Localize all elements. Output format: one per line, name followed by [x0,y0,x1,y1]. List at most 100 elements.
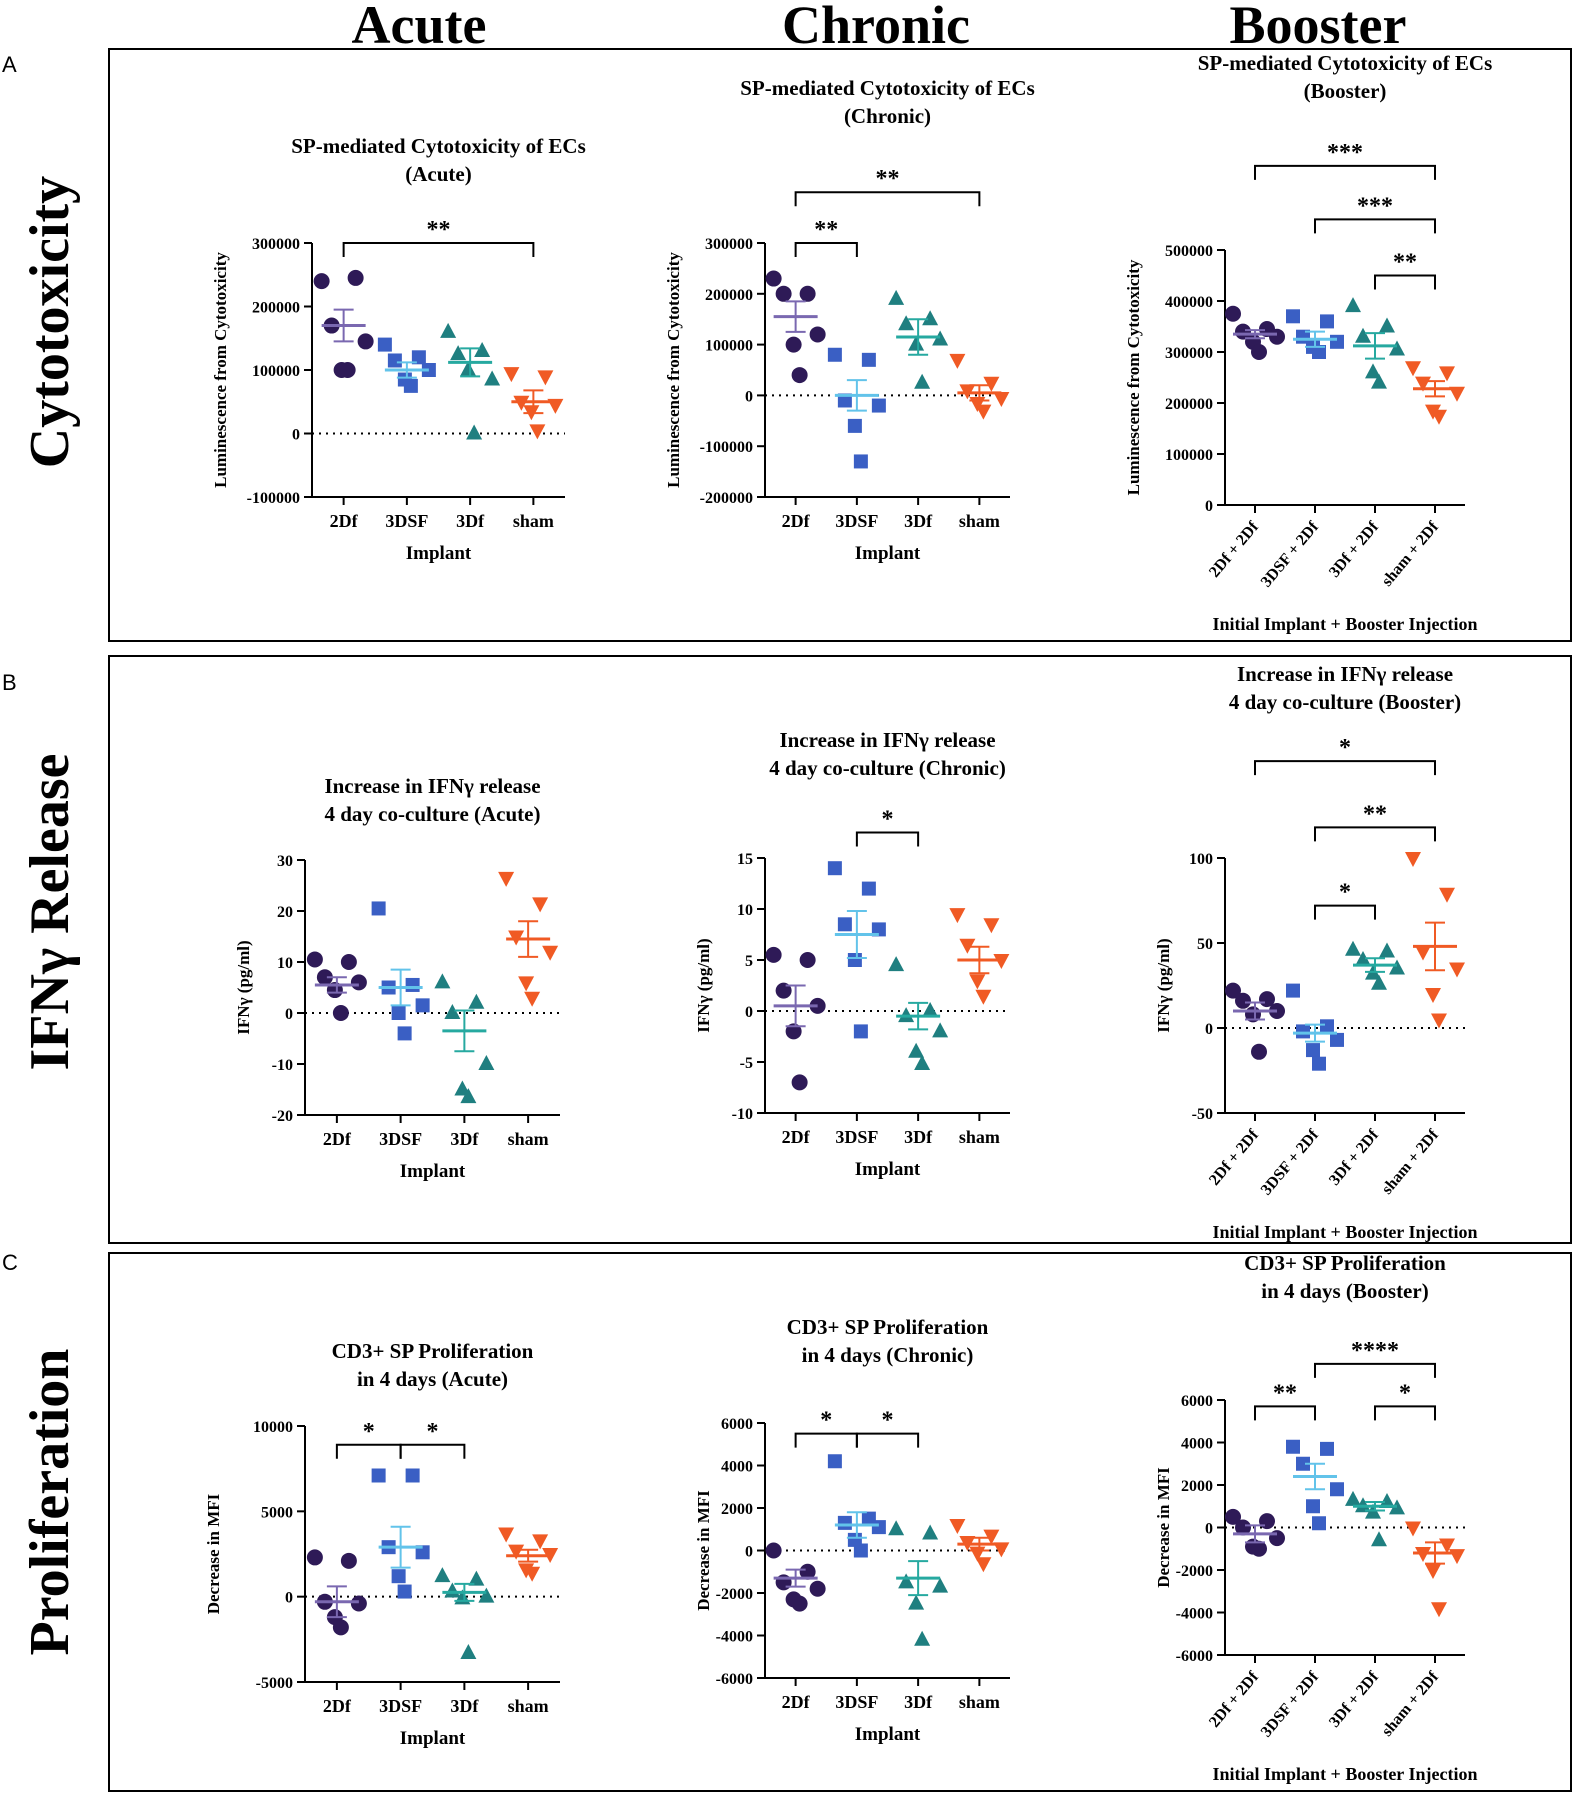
c-chronic-point-3df-5 [908,1594,925,1610]
b-acute-ytick-label-4: -10 [272,1057,293,1074]
b-acute-xtick-label-2: 3Df [450,1129,479,1149]
c-chronic-point-3dsf-3 [837,1515,852,1530]
c-booster-xtick-label-1: 3DSF + 2Df [1258,1668,1323,1740]
a-acute-title-line-2: (Acute) [405,162,471,186]
c-booster-ytick-label-1: 4000 [1181,1436,1213,1453]
c-chronic-point-2df-2 [799,1563,816,1580]
a-acute-point-3df-3 [450,345,467,361]
column-heading-booster: Booster [1229,0,1407,55]
c-chronic-ytick-label-4: -2000 [716,1586,753,1603]
b-chronic-point-sham-2 [983,918,1000,934]
b-chronic-title-line-2: 4 day co-culture (Chronic) [769,756,1006,780]
a-chronic-point-sham-4 [993,391,1010,407]
b-chronic-point-2df-6 [791,1074,808,1091]
b-booster-point-3df-3 [1355,951,1371,966]
b-booster-title-line-2: 4 day co-culture (Booster) [1229,690,1461,714]
b-chronic-point-2df-1 [765,946,782,963]
a-booster-point-3dsf-4 [1330,334,1344,349]
a-chronic-point-sham-2 [983,376,1000,392]
a-chronic-point-3dsf-5 [847,418,862,433]
b-chronic-xtick-label-0: 2Df [782,1127,811,1147]
a-acute-point-sham-1 [503,367,520,383]
a-booster-xtick-label-2: 3Df + 2Df [1326,518,1382,581]
b-booster-point-3df-1 [1345,940,1361,956]
a-acute-point-3dsf-3 [387,353,402,368]
c-chronic-ytick-label-5: -4000 [716,1629,753,1646]
c-acute-ylabel: Decrease in MFI [204,1493,223,1614]
b-acute-point-2df-3 [316,969,333,986]
c-chronic-significance-label-1: * [820,1408,832,1434]
b-chronic-ytick-label-0: 15 [737,851,753,868]
c-acute-point-2df-6 [332,1619,349,1636]
c-booster-point-2df-3 [1235,1519,1251,1536]
b-acute-ylabel: IFNγ (pg/ml) [234,940,253,1034]
c-chronic-point-3df-3 [898,1573,915,1589]
b-booster-point-3dsf-6 [1312,1056,1326,1071]
c-acute-xtick-label-2: 3Df [450,1696,479,1716]
panel-letter-c: C [2,1250,18,1275]
c-acute-point-2df-1 [306,1549,323,1566]
b-acute-point-sham-6 [524,991,541,1007]
c-acute-significance-bracket-2 [399,1443,466,1459]
c-chronic-ytick-label-3: 0 [745,1544,753,1561]
a-chronic-significance-label-1: ** [814,217,838,243]
a-chronic-point-3df-1 [888,289,905,305]
a-booster-point-3dsf-1 [1286,309,1300,324]
a-chronic-point-3dsf-3 [837,393,852,408]
c-acute-point-sham-3 [508,1544,525,1560]
c-acute-point-3dsf-2 [405,1468,420,1483]
c-acute-significance-label-2: * [427,1419,439,1445]
b-booster-point-2df-6 [1251,1043,1267,1060]
b-acute-xtick-label-3: sham [508,1129,549,1149]
c-booster-point-3df-6 [1371,1531,1387,1547]
a-chronic-point-sham-1 [949,353,966,369]
b-acute-ytick-label-0: 30 [277,853,293,870]
b-booster-point-3df-4 [1389,959,1405,975]
b-booster-point-2df-3 [1235,992,1251,1009]
b-chronic-point-3dsf-6 [853,1024,868,1039]
a-chronic-ytick-label-2: 100000 [705,338,753,355]
b-acute-point-3dsf-1 [371,901,386,916]
c-chronic-significance-bracket-2 [855,1432,920,1448]
b-chronic-point-3df-2 [922,1002,939,1017]
c-acute-point-sham-2 [532,1534,549,1550]
c-chronic-point-sham-6 [975,1557,992,1573]
c-acute-point-3df-4 [478,1587,495,1603]
c-chronic-point-2df-1 [765,1542,782,1559]
a-acute-xtick-label-2: 3Df [456,511,485,531]
c-acute-point-2df-2 [340,1552,357,1569]
a-booster-significance-label-2: *** [1357,193,1393,219]
a-acute-point-3dsf-6 [403,378,418,393]
b-chronic-point-3dsf-4 [871,922,886,937]
b-acute-point-3dsf-2 [405,977,420,992]
b-booster-point-3dsf-2 [1320,1019,1334,1034]
b-chronic-point-sham-3 [959,938,976,954]
panel-box-cytotoxicity [108,48,1572,642]
a-acute-point-3df-6 [466,424,483,440]
b-acute-xlabel: Implant [400,1161,466,1182]
c-booster-point-3dsf-6 [1312,1516,1326,1531]
a-acute-ytick-label-4: -100000 [247,490,300,507]
b-booster-xtick-label-0: 2Df + 2Df [1206,1126,1262,1189]
c-booster-ytick-label-5: -4000 [1176,1606,1213,1623]
a-booster-ytick-label-4: 100000 [1165,447,1213,464]
a-acute-xtick-label-1: 3DSF [385,511,428,531]
a-chronic-ytick-label-5: -200000 [700,490,753,507]
c-booster-point-3dsf-4 [1330,1482,1344,1497]
a-booster-ytick-label-5: 0 [1205,498,1213,515]
c-chronic-point-2df-6 [791,1595,808,1612]
b-chronic-title-line-1: Increase in IFNγ release [779,728,995,752]
c-acute-point-sham-6 [524,1566,541,1582]
c-booster-point-3df-1 [1345,1490,1361,1506]
panel-box-ifng [108,655,1572,1244]
a-booster-title-line-1: SP-mediated Cytotoxicity of ECs [1198,51,1493,75]
c-chronic-xtick-label-0: 2Df [782,1692,811,1712]
a-booster-point-3df-2 [1379,317,1395,333]
a-acute-ytick-label-1: 200000 [252,300,300,317]
c-chronic-ytick-label-2: 2000 [721,1501,753,1518]
a-acute-xtick-label-3: sham [513,511,554,531]
a-acute-xlabel: Implant [406,543,472,564]
b-chronic-point-3dsf-1 [827,861,842,876]
b-chronic-significance-bracket-1 [855,831,920,847]
b-chronic-ytick-label-2: 5 [745,953,753,970]
